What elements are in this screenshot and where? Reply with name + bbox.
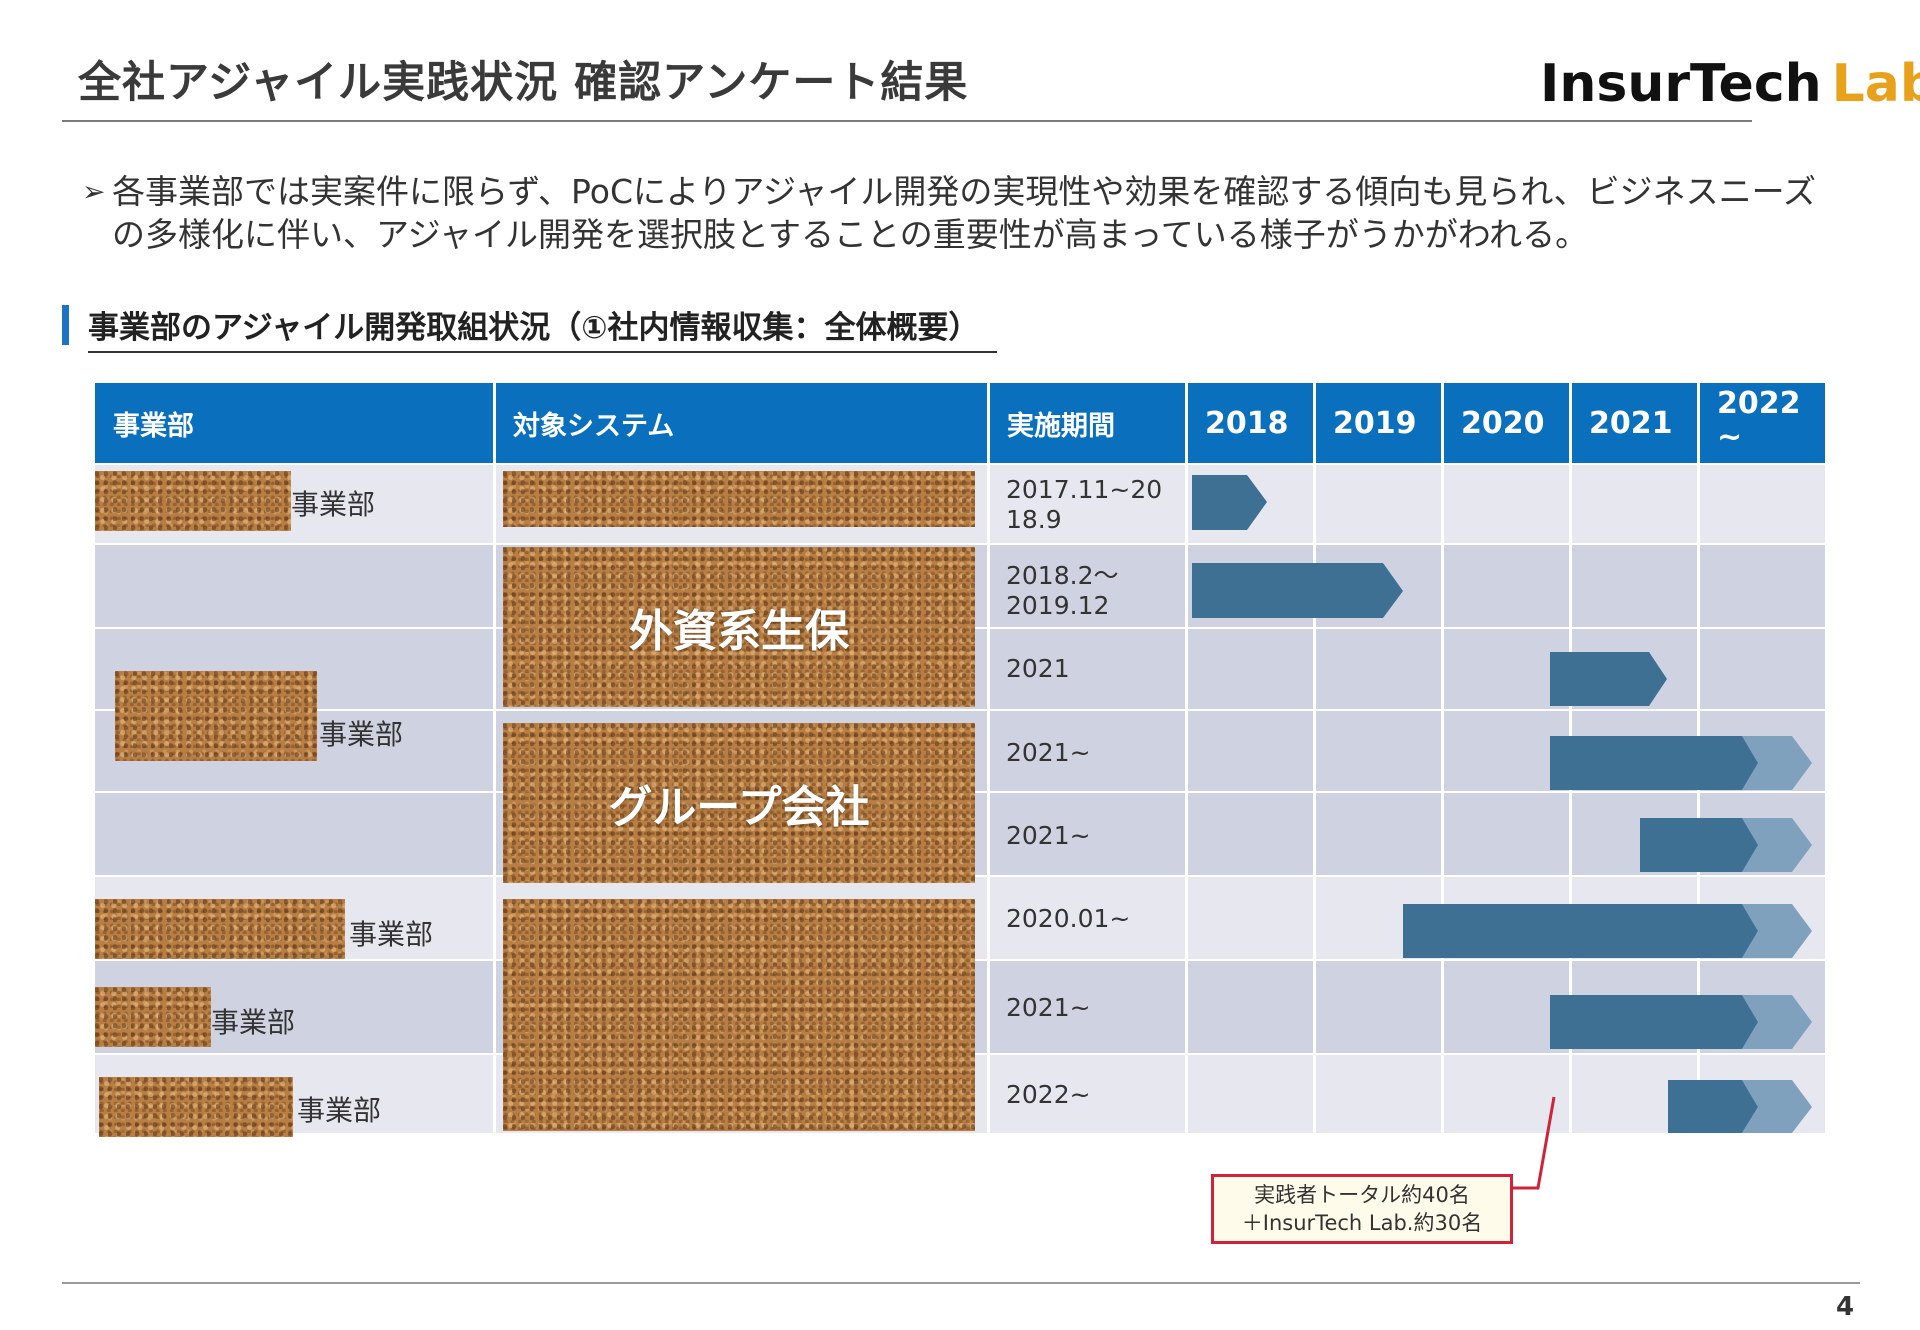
- timeline-arrow: [1640, 818, 1758, 872]
- summary-bullet: ➢ 各事業部では実案件に限らず、PoCによりアジャイル開発の実現性や効果を確認す…: [82, 170, 1842, 256]
- period-cell: 2022~: [1006, 1080, 1091, 1109]
- timeline-arrow-continuation: [1742, 818, 1812, 872]
- period-cell: 2021: [1006, 654, 1070, 683]
- agile-status-table: 事業部 対象システム 実施期間 2018 2019 2020 2021 2022…: [95, 383, 1825, 1147]
- redacted-department-name: [95, 899, 345, 959]
- page-title: 全社アジャイル実践状況 確認アンケート結果: [78, 58, 969, 108]
- timeline-arrow: [1668, 1080, 1758, 1133]
- period-line: 2018.2〜: [1006, 561, 1119, 590]
- timeline-arrow: [1192, 475, 1267, 530]
- practitioner-count-callout: 実践者トータル約40名 ＋InsurTech Lab.約30名: [1211, 1174, 1513, 1244]
- header-divider: [62, 120, 1752, 122]
- logo-accent-text: Lab.: [1831, 54, 1920, 114]
- footer-divider: [62, 1282, 1860, 1284]
- department-label: 事業部: [349, 918, 434, 951]
- timeline-arrow: [1550, 652, 1667, 706]
- column-divider: [1313, 383, 1316, 1133]
- page-number: 4: [1836, 1292, 1855, 1322]
- column-divider: [493, 383, 496, 1133]
- callout-line-2: ＋InsurTech Lab.約30名: [1241, 1211, 1483, 1235]
- callout-connector: [1513, 1096, 1556, 1190]
- redacted-system-block: グループ会社: [503, 723, 975, 883]
- period-cell: 2020.01~: [1006, 904, 1131, 933]
- period-cell: 2021~: [1006, 821, 1091, 850]
- period-cell: 2021~: [1006, 738, 1091, 767]
- period-line: 2017.11~20: [1006, 475, 1163, 504]
- column-divider: [1441, 383, 1444, 1133]
- period-cell: 2021~: [1006, 993, 1091, 1022]
- header-period: 実施期間: [989, 383, 1185, 463]
- header-year-2019: 2019: [1315, 383, 1441, 463]
- redacted-department-name: [95, 987, 211, 1047]
- timeline-arrow: [1192, 563, 1403, 618]
- redacted-department-name: [99, 1077, 293, 1137]
- department-label: 事業部: [297, 1094, 382, 1127]
- bullet-arrow-icon: ➢: [82, 175, 106, 208]
- system-label: 外資系生保: [629, 606, 849, 657]
- redacted-system-block: [503, 899, 975, 1131]
- summary-text: 各事業部では実案件に限らず、PoCによりアジャイル開発の実現性や効果を確認する傾…: [112, 172, 1817, 254]
- section-title: 事業部のアジャイル開発取組状況（①社内情報収集：全体概要）: [88, 302, 998, 353]
- department-label: 事業部: [319, 718, 404, 751]
- timeline-arrow-continuation: [1742, 736, 1812, 790]
- timeline-arrow: [1550, 995, 1758, 1049]
- system-label: グループ会社: [608, 782, 870, 833]
- timeline-arrow-continuation: [1742, 904, 1812, 958]
- logo-main-text: InsurTech: [1540, 54, 1822, 114]
- timeline-arrow: [1550, 736, 1758, 790]
- redacted-system-block: 外資系生保: [503, 547, 975, 707]
- period-line: 18.9: [1006, 505, 1062, 534]
- redacted-department-name: [115, 671, 317, 761]
- period-line: 2019.12: [1006, 591, 1110, 620]
- header-department: 事業部: [95, 383, 493, 463]
- department-label: 事業部: [291, 488, 376, 521]
- department-label: 事業部: [211, 1006, 296, 1039]
- redacted-department-name: [95, 471, 291, 531]
- period-cell: 2017.11~20 18.9: [1006, 475, 1162, 535]
- timeline-arrow: [1403, 904, 1758, 958]
- section-accent-bar: [62, 305, 69, 345]
- header-system: 対象システム: [495, 383, 987, 463]
- timeline-arrow-continuation: [1742, 995, 1812, 1049]
- header-year-2021: 2021: [1571, 383, 1697, 463]
- column-divider: [987, 383, 990, 1133]
- period-cell: 2018.2〜 2019.12: [1006, 561, 1118, 621]
- header-year-2020: 2020: [1443, 383, 1569, 463]
- header-year-2022: 2022 ~: [1699, 383, 1825, 463]
- timeline-arrow-continuation: [1742, 1080, 1812, 1133]
- header-year-2018: 2018: [1187, 383, 1313, 463]
- column-divider: [1185, 383, 1188, 1133]
- redacted-system-name: [503, 471, 975, 527]
- callout-line-1: 実践者トータル約40名: [1254, 1183, 1470, 1207]
